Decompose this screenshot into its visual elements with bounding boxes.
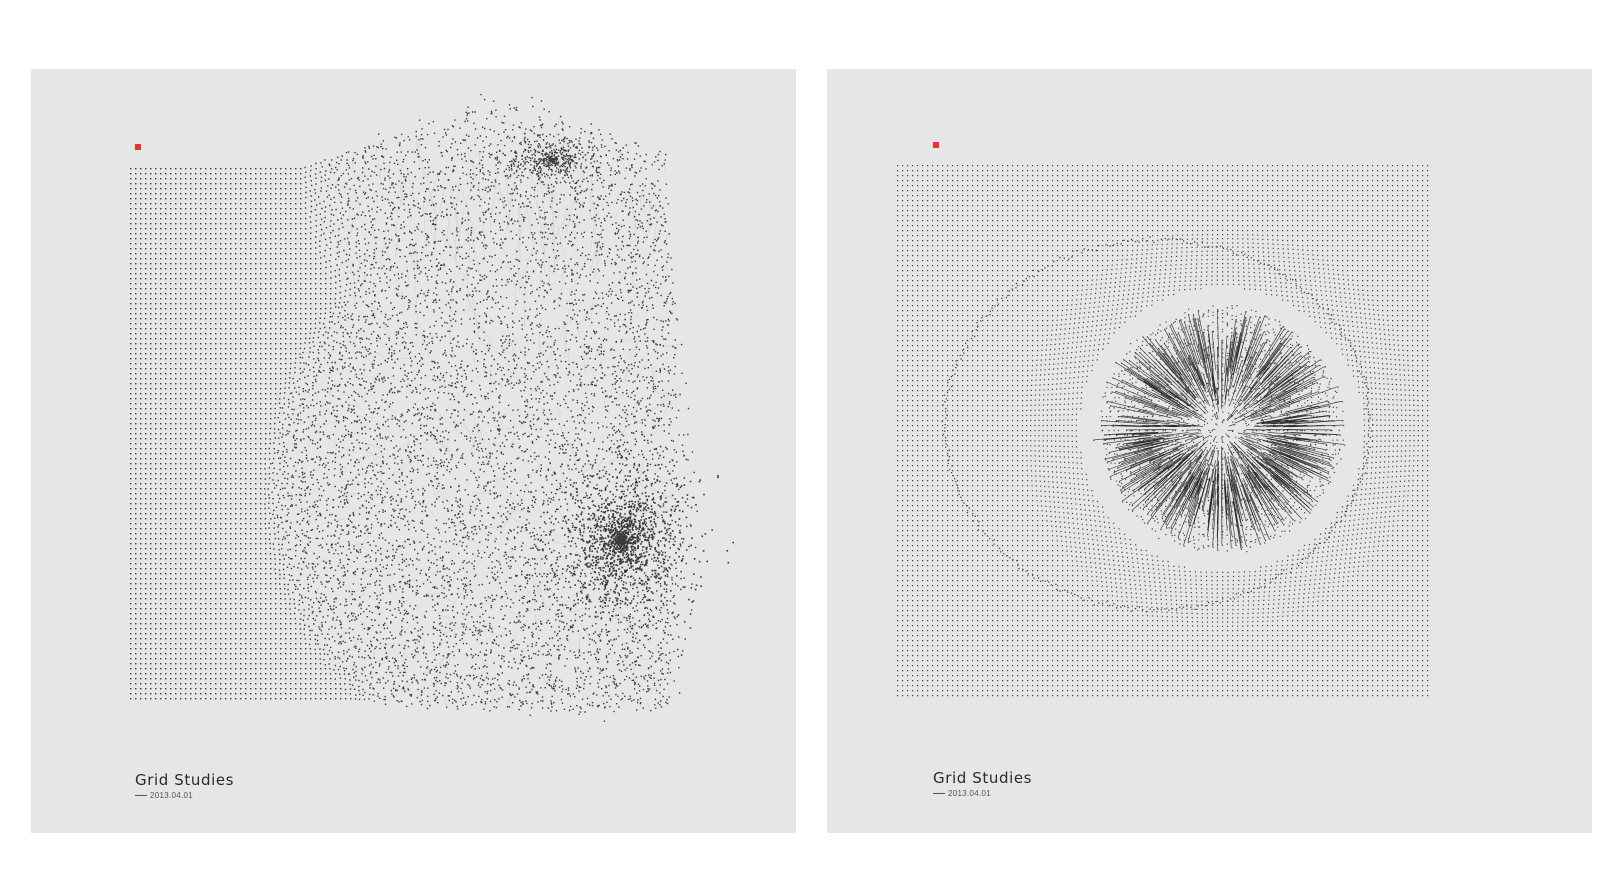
poster-left: Grid Studies 2013.04.01 [31, 69, 796, 833]
poster-caption: Grid Studies 2013.04.01 [933, 769, 1032, 798]
poster-title: Grid Studies [933, 769, 1033, 787]
dash-icon [135, 795, 147, 796]
trace-lines [264, 115, 694, 711]
burst-lines [1093, 309, 1345, 550]
grid-dots [130, 93, 734, 722]
poster-date-row: 2013.04.01 [933, 789, 1032, 798]
red-accent-mark [933, 142, 939, 148]
poster-title: Grid Studies [135, 771, 235, 789]
poster-caption: Grid Studies 2013.04.01 [135, 771, 234, 800]
grid-artwork-left [130, 93, 734, 722]
poster-right: Grid Studies 2013.04.01 [827, 69, 1592, 833]
poster-date-row: 2013.04.01 [135, 791, 234, 800]
poster-date: 2013.04.01 [150, 791, 194, 800]
poster-date: 2013.04.01 [948, 789, 992, 798]
dash-icon [933, 793, 945, 794]
grid-artwork-right [897, 165, 1429, 697]
red-accent-mark [135, 144, 141, 150]
grid-dots [897, 165, 1429, 697]
